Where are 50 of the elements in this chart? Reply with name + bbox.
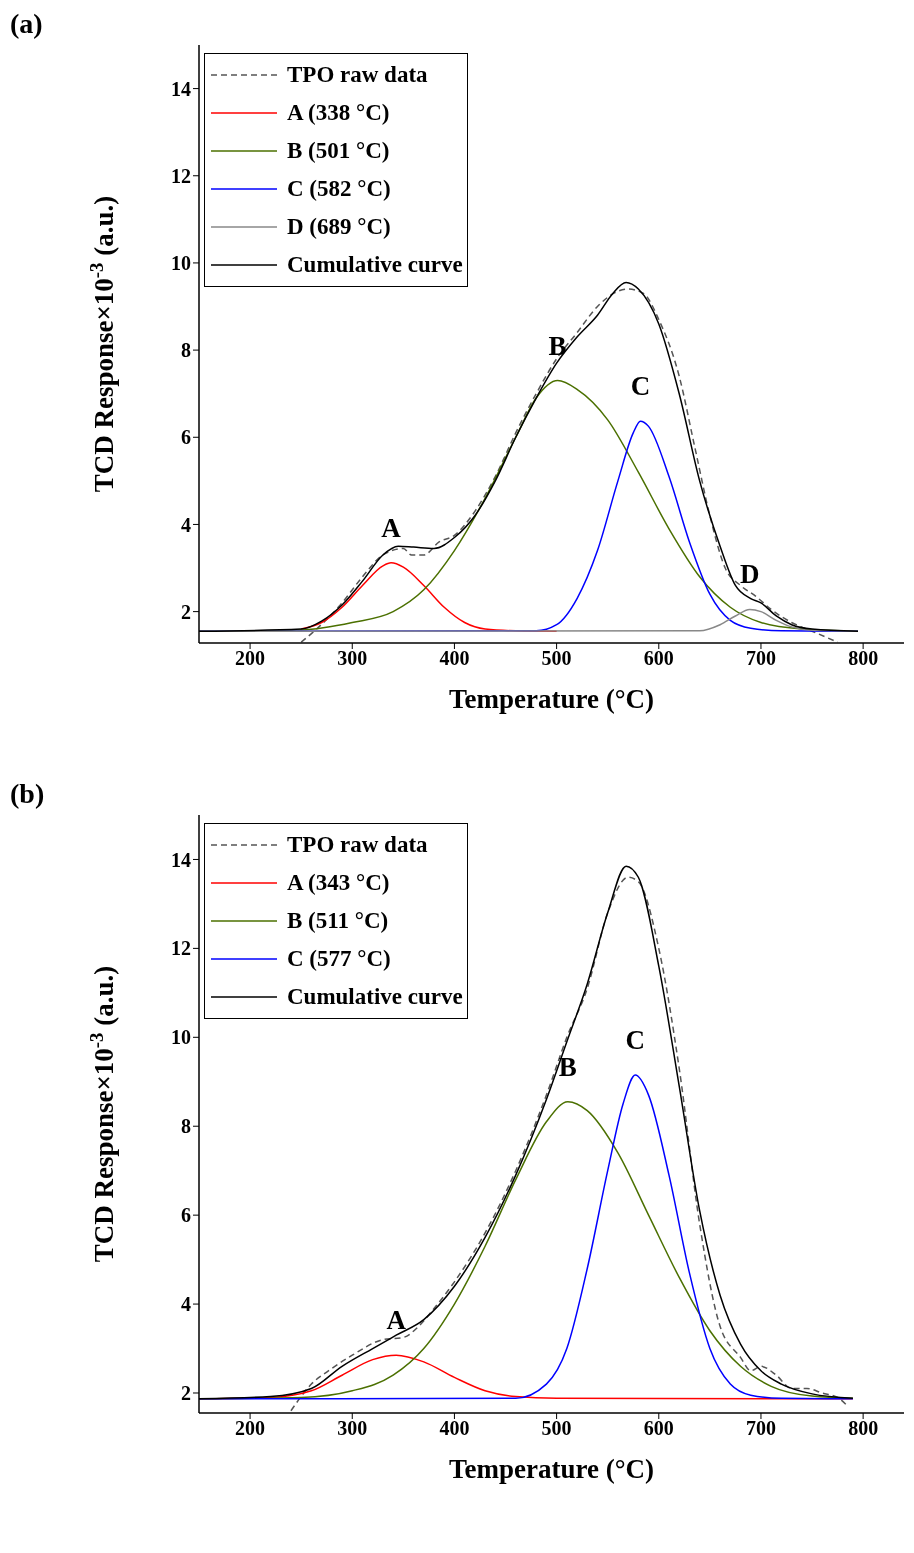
- x-axis-title: Temperature (°C): [448, 684, 655, 714]
- x-tick-label: 500: [541, 647, 572, 670]
- y-tick-label: 14: [171, 77, 191, 100]
- x-tick-label: 400: [439, 647, 470, 670]
- y-tick-label: 8: [181, 339, 191, 362]
- y-tick-label: 6: [181, 426, 191, 449]
- x-tick-label: 400: [439, 1417, 470, 1440]
- x-axis-title: Temperature (°C): [448, 1454, 655, 1484]
- y-tick-label: 6: [181, 1204, 191, 1227]
- legend-label: TPO raw data: [287, 62, 428, 88]
- legend-label: TPO raw data: [287, 832, 428, 858]
- y-tick-label: 2: [181, 1382, 191, 1405]
- x-tick-label: 700: [745, 647, 776, 670]
- annotation: B: [548, 330, 567, 361]
- legend-label: B (501 °C): [287, 138, 390, 164]
- chart-title: (a): [10, 8, 43, 40]
- legend-label: A (338 °C): [287, 100, 390, 126]
- y-tick-label: 4: [181, 513, 191, 536]
- y-tick-label: 4: [181, 1293, 191, 1316]
- y-tick-label: 2: [181, 600, 191, 623]
- x-tick-label: 300: [337, 647, 368, 670]
- x-tick-label: 200: [235, 647, 266, 670]
- legend-label: D (689 °C): [287, 214, 391, 240]
- y-tick-label: 10: [171, 1026, 191, 1049]
- legend-label: Cumulative curve: [287, 984, 463, 1010]
- x-tick-label: 800: [848, 647, 879, 670]
- legend-label: C (577 °C): [287, 946, 391, 972]
- y-tick-label: 12: [171, 164, 191, 187]
- x-tick-label: 800: [848, 1417, 879, 1440]
- y-tick-label: 12: [171, 937, 191, 960]
- annotation: A: [386, 1305, 407, 1336]
- legend-label: C (582 °C): [287, 176, 391, 202]
- y-tick-label: 8: [181, 1115, 191, 1138]
- x-tick-label: 600: [643, 647, 674, 670]
- legend-label: Cumulative curve: [287, 252, 463, 278]
- annotation: D: [739, 559, 760, 590]
- legend-label: A (343 °C): [287, 870, 390, 896]
- annotation: B: [558, 1051, 577, 1082]
- y-tick-label: 10: [171, 252, 191, 275]
- x-tick-label: 200: [235, 1417, 266, 1440]
- annotation: C: [625, 1025, 646, 1056]
- x-tick-label: 500: [541, 1417, 572, 1440]
- y-tick-label: 14: [171, 848, 191, 871]
- legend-label: B (511 °C): [287, 908, 389, 934]
- annotation: A: [381, 512, 402, 543]
- chart-title: (b): [10, 778, 45, 810]
- x-tick-label: 600: [643, 1417, 674, 1440]
- annotation: C: [630, 371, 651, 402]
- x-tick-label: 700: [745, 1417, 776, 1440]
- x-tick-label: 300: [337, 1417, 368, 1440]
